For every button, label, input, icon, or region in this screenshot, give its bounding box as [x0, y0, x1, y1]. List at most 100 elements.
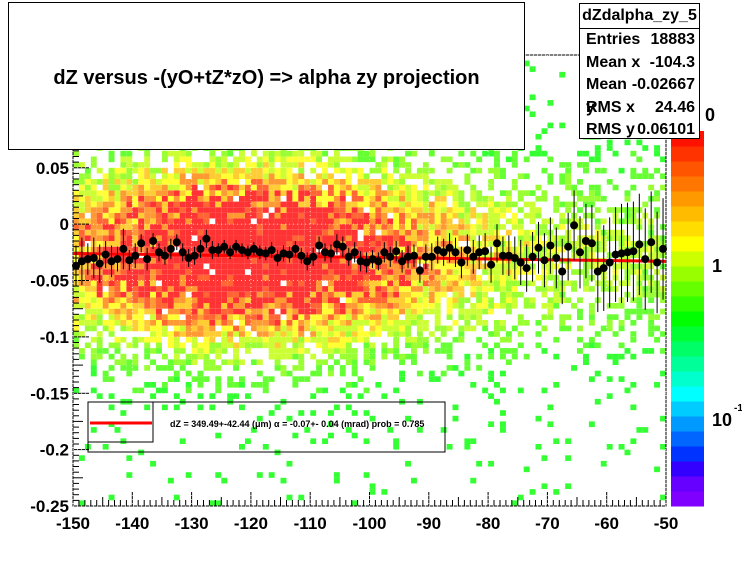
- hist-bin: [239, 382, 245, 388]
- hist-bin: [144, 224, 151, 230]
- hist-bin: [292, 314, 299, 320]
- hist-bin: [209, 224, 216, 230]
- hist-bin: [339, 303, 346, 309]
- hist-bin: [179, 184, 186, 191]
- hist-bin: [583, 162, 589, 168]
- hist-bin: [553, 489, 560, 495]
- hist-bin: [565, 167, 572, 174]
- hist-bin: [648, 331, 655, 337]
- hist-bin: [363, 173, 370, 180]
- hist-bin: [138, 162, 145, 168]
- hist-bin: [96, 348, 103, 354]
- hist-bin: [239, 314, 245, 320]
- hist-bin: [588, 190, 595, 196]
- hist-bin: [428, 280, 435, 287]
- hist-bin: [405, 269, 412, 275]
- hist-bin: [529, 111, 536, 118]
- hist-bin: [245, 179, 251, 185]
- hist-bin: [298, 179, 305, 185]
- hist-bin: [322, 173, 329, 180]
- hist-bin: [227, 241, 234, 247]
- hist-bin: [120, 336, 127, 343]
- hist-bin: [227, 179, 234, 185]
- x-tick-label: -70: [535, 514, 560, 533]
- hist-bin: [156, 325, 162, 332]
- hist-bin: [78, 331, 85, 337]
- hist-bin: [138, 207, 145, 213]
- hist-bin: [221, 308, 228, 315]
- hist-bin: [494, 162, 500, 168]
- hist-bin: [547, 308, 554, 315]
- hist-bin: [422, 218, 429, 225]
- profile-point: [404, 252, 412, 261]
- hist-bin: [167, 235, 174, 242]
- hist-bin: [262, 263, 269, 270]
- hist-bin: [452, 224, 459, 230]
- hist-bin: [90, 286, 97, 292]
- hist-bin: [191, 286, 198, 292]
- hist-bin: [197, 348, 204, 354]
- hist-bin: [256, 156, 263, 163]
- hist-bin: [268, 201, 275, 208]
- hist-bin: [339, 291, 346, 298]
- hist-bin: [405, 353, 412, 360]
- profile-point: [255, 248, 264, 257]
- hist-bin: [203, 286, 210, 292]
- hist-bin: [517, 291, 524, 298]
- hist-bin: [209, 156, 216, 163]
- hist-bin: [262, 336, 269, 343]
- hist-bin: [399, 190, 406, 196]
- hist-bin: [500, 224, 506, 230]
- hist-bin: [245, 162, 251, 168]
- hist-bin: [458, 218, 465, 225]
- hist-bin: [203, 303, 210, 309]
- hist-bin: [144, 150, 151, 157]
- hist-bin: [381, 212, 388, 219]
- hist-bin: [239, 184, 245, 191]
- hist-bin: [428, 207, 435, 213]
- hist-bin: [185, 387, 192, 394]
- y-tick-label: -0.1: [40, 328, 69, 347]
- hist-bin: [215, 195, 222, 202]
- hist-bin: [369, 303, 376, 309]
- hist-bin: [494, 325, 500, 332]
- profile-point: [439, 248, 448, 257]
- palette-cell: [671, 416, 704, 432]
- hist-bin: [304, 207, 311, 213]
- hist-bin: [173, 212, 180, 219]
- hist-bin: [239, 263, 245, 270]
- hist-bin: [268, 179, 275, 185]
- hist-bin: [245, 241, 251, 247]
- hist-bin: [316, 150, 323, 157]
- hist-bin: [167, 257, 174, 264]
- hist-bin: [511, 500, 518, 507]
- hist-bin: [215, 314, 222, 320]
- profile-point: [380, 248, 389, 257]
- hist-bin: [345, 201, 352, 208]
- hist-bin: [482, 224, 489, 230]
- hist-bin: [167, 477, 174, 484]
- hist-bin: [239, 224, 245, 230]
- hist-bin: [464, 353, 471, 360]
- hist-bin: [262, 162, 269, 168]
- hist-bin: [150, 201, 157, 208]
- hist-bin: [78, 348, 85, 354]
- hist-bin: [78, 201, 85, 208]
- x-tick-label: -130: [175, 514, 209, 533]
- hist-bin: [464, 365, 471, 371]
- hist-bin: [523, 320, 530, 326]
- hist-bin: [393, 331, 400, 337]
- legend-text: dZ = 349.49+-42.44 (μm) α = -0.07+- 0.04…: [170, 419, 424, 429]
- hist-bin: [292, 269, 299, 275]
- hist-bin: [322, 286, 329, 292]
- hist-bin: [78, 303, 85, 309]
- hist-bin: [185, 184, 192, 191]
- hist-bin: [221, 167, 228, 174]
- hist-bin: [529, 201, 536, 208]
- hist-bin: [256, 359, 263, 366]
- hist-bin: [96, 393, 103, 399]
- hist-bin: [571, 269, 578, 275]
- hist-bin: [209, 308, 216, 315]
- stats-name: dZdalpha_zy_5: [580, 4, 699, 29]
- hist-bin: [292, 207, 299, 213]
